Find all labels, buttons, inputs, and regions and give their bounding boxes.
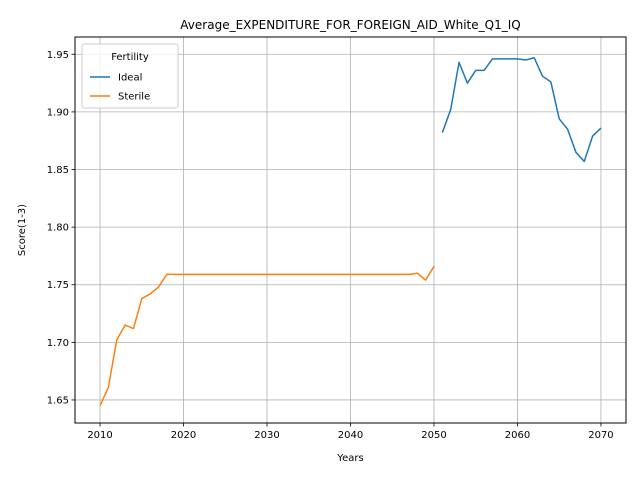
y-axis-ticks: 1.65 1.70 1.75 1.80 1.85 1.90 1.95 (47, 50, 75, 406)
x-tick-label: 2060 (505, 430, 530, 441)
y-tick-label: 1.65 (47, 395, 69, 406)
legend-title: Fertility (111, 52, 149, 63)
x-tick-label: 2030 (254, 430, 279, 441)
legend: Fertility Ideal Sterile (81, 43, 179, 109)
y-tick-label: 1.80 (47, 223, 69, 234)
x-tick-label: 2050 (421, 430, 446, 441)
chart-title: Average_EXPENDITURE_FOR_FOREIGN_AID_Whit… (180, 18, 520, 32)
series-line-ideal (441, 56, 602, 163)
x-tick-label: 2010 (87, 430, 112, 441)
series-line-sterile (99, 265, 435, 407)
legend-box (81, 43, 179, 109)
y-tick-label: 1.85 (47, 165, 69, 176)
series-layer (99, 56, 602, 407)
y-tick-label: 1.75 (47, 280, 69, 291)
x-axis-ticks: 2010 2020 2030 2040 2050 2060 2070 (87, 423, 614, 441)
y-tick-label: 1.70 (47, 338, 69, 349)
legend-label-sterile: Sterile (118, 92, 150, 103)
x-tick-label: 2040 (338, 430, 363, 441)
grid-lines (75, 37, 626, 423)
y-tick-label: 1.95 (47, 50, 69, 61)
x-axis-label: Years (336, 453, 363, 464)
y-tick-label: 1.90 (47, 107, 69, 118)
x-tick-label: 2020 (171, 430, 196, 441)
y-axis-label: Score(1-3) (17, 204, 28, 256)
legend-label-ideal: Ideal (118, 73, 142, 84)
x-tick-label: 2070 (588, 430, 613, 441)
